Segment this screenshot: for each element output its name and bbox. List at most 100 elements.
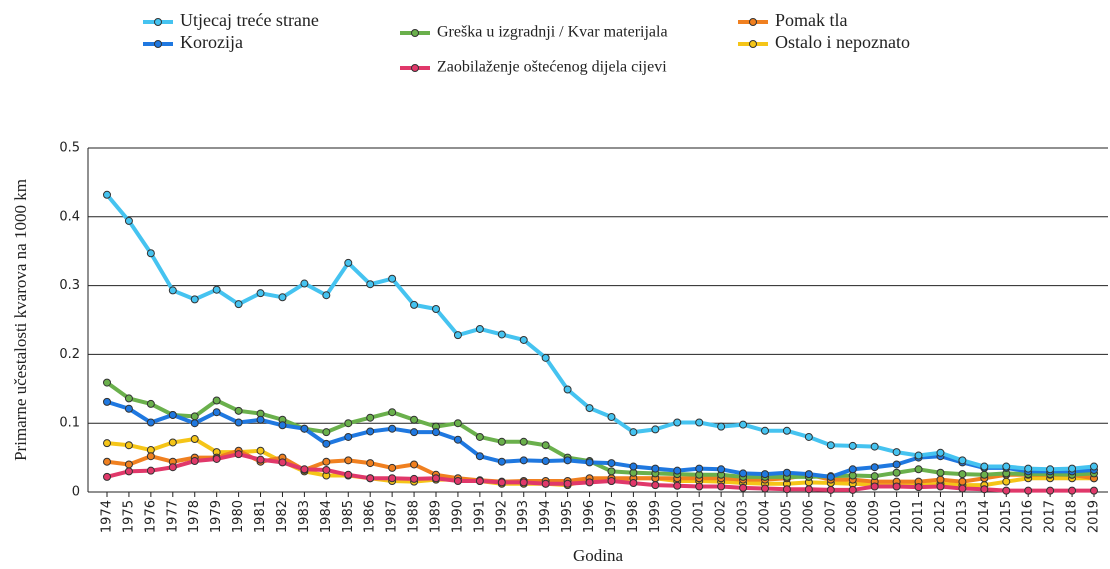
point	[717, 482, 726, 491]
point	[585, 404, 594, 413]
x-tick-label: 1985	[341, 500, 356, 533]
point	[388, 408, 397, 417]
x-tick-label: 1984	[319, 500, 334, 533]
point	[980, 462, 989, 471]
x-tick-label: 1994	[538, 500, 553, 533]
x-tick-label: 1991	[472, 500, 487, 533]
point	[344, 419, 353, 428]
point	[344, 470, 353, 479]
point	[190, 435, 199, 444]
x-tick-label: 1987	[385, 500, 400, 533]
series-line	[106, 452, 1094, 493]
y-tick-label: 0.2	[59, 347, 80, 362]
x-tick-label: 1989	[429, 500, 444, 533]
y-axis-label: Primarne učestalosti kvarova na 1000 km	[11, 179, 30, 461]
x-tick-label: 1977	[165, 500, 180, 533]
legend-marker	[411, 64, 419, 72]
point	[870, 472, 879, 481]
point	[739, 420, 748, 429]
x-tick-label: 2015	[999, 500, 1014, 533]
point	[607, 476, 616, 485]
point	[563, 479, 572, 488]
legend-label: Zaobilaženje oštećenog dijela cijevi	[437, 59, 667, 76]
point	[146, 466, 155, 475]
x-tick-label: 2002	[714, 500, 729, 533]
point	[629, 462, 638, 471]
point	[388, 474, 397, 483]
series-line	[105, 380, 1095, 479]
point	[256, 455, 265, 464]
x-tick-label: 2000	[670, 500, 685, 533]
legend-marker	[154, 40, 162, 48]
x-tick-label: 1998	[626, 500, 641, 533]
point	[366, 474, 375, 483]
x-tick-label: 2013	[955, 500, 970, 533]
point	[936, 468, 945, 477]
point	[673, 466, 682, 475]
point	[519, 456, 528, 465]
point	[1024, 486, 1033, 495]
point	[475, 452, 484, 461]
point	[366, 280, 375, 289]
point	[914, 465, 923, 474]
point	[782, 468, 791, 477]
x-tick-label: 1992	[494, 500, 509, 533]
point	[870, 482, 879, 491]
x-tick-label: 1997	[604, 500, 619, 533]
point	[432, 304, 440, 313]
point	[607, 467, 616, 476]
point	[541, 457, 550, 466]
point	[651, 464, 660, 473]
point	[300, 279, 309, 288]
x-tick-label: 2008	[845, 500, 860, 533]
point	[826, 472, 835, 481]
x-tick-label: 1980	[231, 500, 246, 533]
point	[1046, 486, 1055, 495]
point	[234, 450, 243, 459]
point	[695, 418, 704, 427]
point	[212, 454, 221, 463]
point	[497, 478, 506, 487]
point	[410, 300, 419, 309]
y-tick-label: 0.3	[59, 278, 80, 293]
point	[497, 457, 506, 466]
legend-marker	[749, 18, 757, 26]
x-tick-label: 2018	[1065, 500, 1080, 533]
point	[1090, 486, 1098, 495]
point	[388, 424, 397, 433]
point	[475, 476, 484, 485]
point	[103, 397, 111, 406]
point	[168, 410, 177, 419]
point	[168, 463, 177, 472]
point	[541, 441, 550, 450]
point	[782, 426, 791, 435]
point	[607, 459, 616, 468]
point	[124, 404, 133, 413]
point	[892, 460, 901, 469]
point	[124, 460, 133, 469]
point	[344, 432, 353, 441]
point	[256, 289, 265, 298]
point	[1002, 486, 1011, 495]
point	[388, 274, 397, 283]
y-tick-label: 0.5	[59, 141, 80, 156]
point	[804, 432, 813, 441]
point	[103, 190, 111, 199]
point	[585, 458, 594, 467]
point	[519, 478, 528, 487]
point	[1068, 486, 1077, 495]
point	[936, 448, 945, 457]
point	[146, 249, 155, 258]
y-tick-label: 0	[72, 485, 80, 500]
point	[980, 470, 989, 479]
point	[410, 460, 419, 469]
point	[958, 470, 967, 479]
point	[651, 481, 660, 490]
point	[103, 457, 111, 466]
x-tick-label: 1993	[516, 500, 531, 533]
point	[190, 419, 199, 428]
point	[1046, 465, 1055, 474]
point	[453, 476, 462, 485]
point	[322, 428, 331, 437]
point	[958, 456, 967, 465]
